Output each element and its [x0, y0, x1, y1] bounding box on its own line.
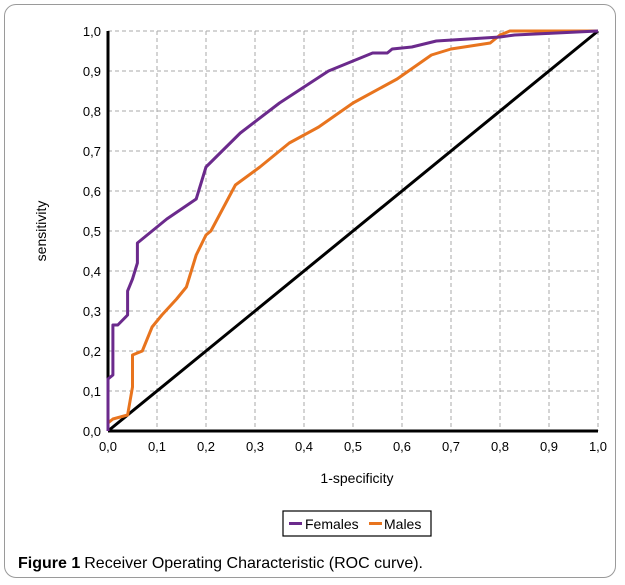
- y-tick-label: 0,7: [83, 144, 101, 159]
- x-tick-label: 0,3: [246, 439, 264, 454]
- y-tick-label: 0,2: [83, 344, 101, 359]
- x-tick-label: 0,4: [295, 439, 313, 454]
- legend: Females Males: [282, 510, 432, 537]
- y-tick-label: 0,4: [83, 264, 101, 279]
- legend-label-females: Females: [305, 516, 359, 532]
- y-tick-label: 0,8: [83, 104, 101, 119]
- x-tick-label: 0,2: [197, 439, 215, 454]
- series-lines: [106, 29, 599, 433]
- x-axis-title: 1-specificity: [320, 470, 393, 486]
- y-tick-label: 0,0: [83, 424, 101, 439]
- x-tick-label: 1,0: [589, 439, 607, 454]
- series-line-males: [106, 29, 598, 431]
- tick-labels: 0,0 0,1 0,2 0,3 0,4 0,5 0,6 0,7 0,8 0,9 1,0 0,0 0,1 0…: [83, 24, 607, 454]
- y-tick-label: 0,5: [83, 224, 101, 239]
- x-tick-label: 0,9: [540, 439, 558, 454]
- axes: [106, 31, 598, 433]
- y-axis-title: sensitivity: [33, 201, 49, 262]
- legend-label-males: Males: [384, 516, 421, 532]
- y-tick-label: 0,1: [83, 384, 101, 399]
- roc-chart: 0,0 0,1 0,2 0,3 0,4 0,5 0,6 0,7 0,8 0,9 1,0 0,0 0,1 0…: [33, 24, 607, 537]
- y-tick-label: 0,6: [83, 184, 101, 199]
- reference-diagonal-line: [107, 29, 599, 433]
- figure-caption-text: Receiver Operating Characteristic (ROC c…: [84, 555, 423, 572]
- x-tick-label: 0,0: [99, 439, 117, 454]
- series-line-females: [106, 29, 599, 431]
- x-tick-label: 0,8: [491, 439, 509, 454]
- y-tick-label: 0,9: [83, 64, 101, 79]
- y-tick-label: 1,0: [83, 24, 101, 39]
- y-tick-label: 0,3: [83, 304, 101, 319]
- x-tick-label: 0,1: [148, 439, 166, 454]
- x-tick-label: 0,7: [442, 439, 460, 454]
- legend-box: [282, 510, 432, 537]
- x-tick-label: 0,6: [393, 439, 411, 454]
- x-tick-label: 0,5: [344, 439, 362, 454]
- figure-caption: Figure 1 Receiver Operating Characteristi…: [18, 555, 423, 573]
- figure-label: Figure 1: [18, 555, 81, 572]
